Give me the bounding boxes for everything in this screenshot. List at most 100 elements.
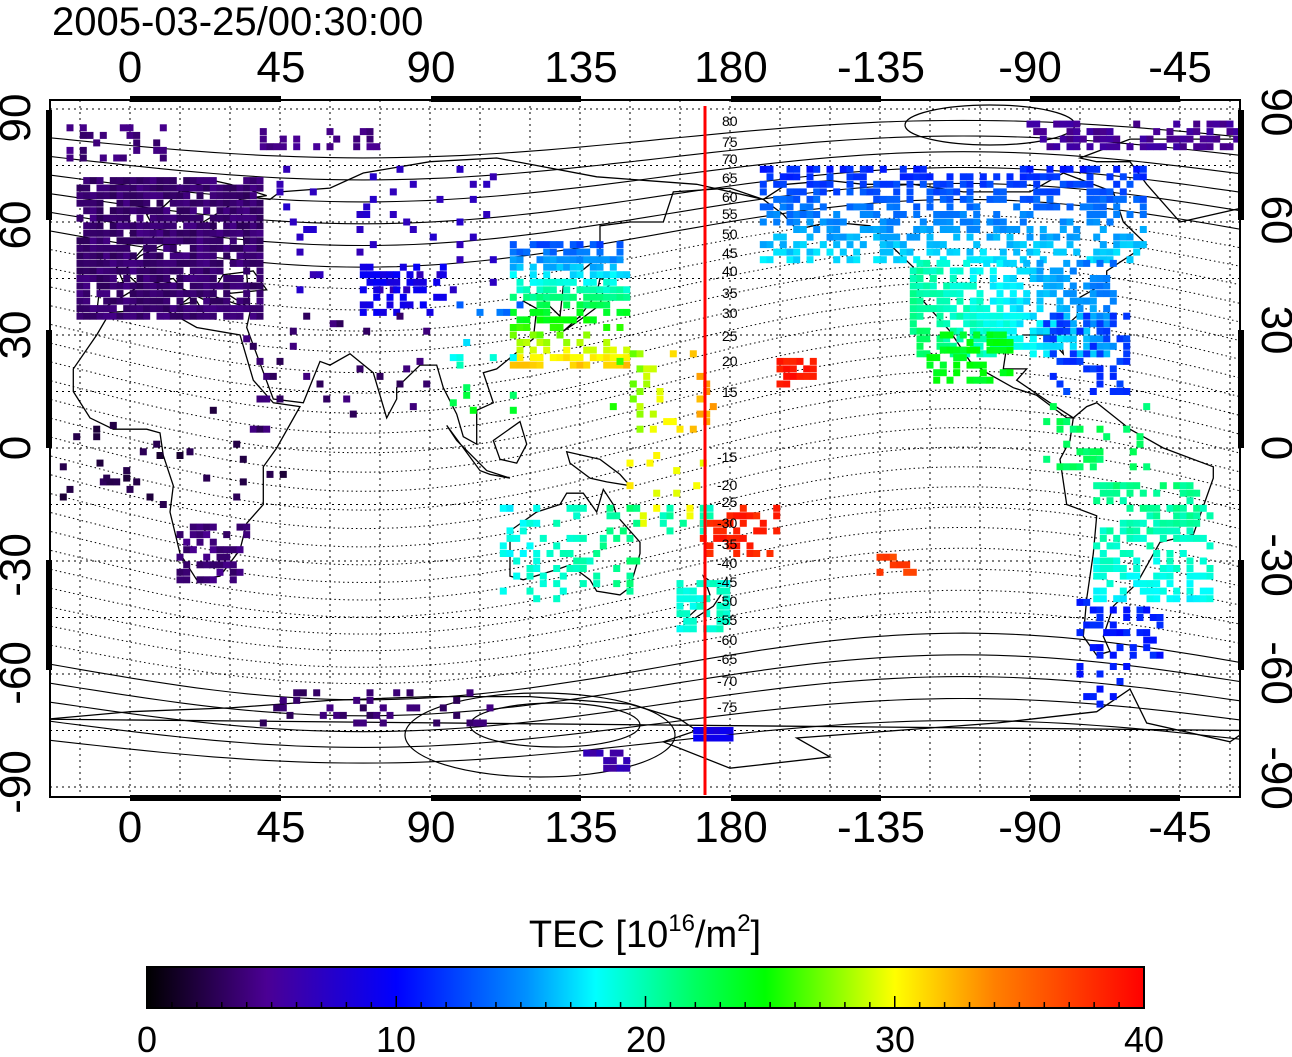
tec-cell [1206, 128, 1214, 136]
tec-cell [996, 312, 1004, 320]
tec-cell [196, 252, 204, 260]
tec-cell [276, 188, 284, 196]
tec-cell [109, 252, 117, 260]
tec-cell [643, 372, 651, 380]
tec-cell [1046, 241, 1054, 249]
tec-cell [873, 233, 881, 241]
tec-cell [996, 342, 1004, 350]
tec-cell [989, 327, 997, 335]
tec-cell [543, 308, 551, 316]
tec-cell [1003, 320, 1011, 328]
tec-cell [1089, 388, 1097, 395]
tec-cell [249, 342, 257, 350]
tec-cell [709, 403, 717, 411]
bottom-longitude-labels: 0 45 90 135 180 -135 -90 -45 [118, 803, 1212, 852]
tec-cell [406, 704, 414, 712]
tec-cell [789, 357, 797, 365]
tec-cell [966, 188, 974, 196]
tec-cell [143, 267, 151, 275]
tec-cell [103, 290, 111, 298]
tec-cell [149, 177, 157, 185]
tec-cell [996, 290, 1004, 298]
tec-cell [916, 327, 924, 335]
contour-line [50, 719, 1240, 764]
tec-cell [259, 719, 267, 727]
tec-cell [1166, 565, 1174, 572]
tec-cell [946, 188, 954, 196]
tec-cell [76, 192, 84, 200]
tec-cell [183, 237, 191, 245]
tec-cell [79, 131, 87, 139]
tec-cell [336, 320, 344, 328]
tec-cell [1139, 143, 1147, 151]
tec-cell [149, 229, 157, 237]
tec-cell [996, 305, 1004, 313]
tec-cell [499, 587, 507, 595]
tec-cell [966, 346, 974, 354]
tec-cell [189, 290, 197, 298]
tec-cell [906, 173, 914, 181]
contour-label: -60 [717, 632, 737, 648]
tec-cell [149, 297, 157, 305]
tec-cell [96, 184, 104, 192]
tec-cell [456, 218, 464, 226]
tec-cell [236, 192, 244, 200]
tec-cell [163, 229, 171, 237]
tec-cell [196, 523, 204, 531]
tec-cell [136, 192, 144, 200]
tec-cell [143, 244, 151, 252]
tec-cell [596, 256, 604, 264]
tec-cell [156, 290, 164, 298]
tec-cell [1043, 282, 1051, 290]
tec-cell [959, 354, 967, 362]
tec-cell [703, 418, 711, 426]
tec-cell [103, 252, 111, 260]
tec-cell [993, 218, 1001, 226]
tec-cell [1016, 342, 1024, 350]
tec-cell [259, 135, 267, 143]
tec-cell [393, 308, 401, 316]
tec-cell [583, 256, 591, 264]
tec-cell [103, 297, 111, 305]
tec-cell [1179, 143, 1187, 151]
tec-cell [543, 256, 551, 264]
tec-cell [233, 440, 241, 448]
tec-cell [169, 267, 177, 275]
tec-cell [169, 229, 177, 237]
tec-cell [1023, 312, 1031, 320]
tec-cell [689, 350, 697, 358]
tec-cell [866, 165, 874, 173]
tec-cell [926, 195, 934, 203]
tec-cell [853, 173, 861, 181]
tec-cell [553, 519, 561, 527]
tec-cell [196, 282, 204, 290]
tec-cell [83, 244, 91, 252]
tec-cell [96, 214, 104, 222]
tec-cell [1043, 320, 1051, 328]
tec-cell [96, 305, 104, 313]
tec-cell [939, 369, 947, 377]
tec-cell [83, 199, 91, 207]
tec-cell [716, 617, 724, 625]
tec-cell [273, 704, 281, 712]
tec-cell [759, 188, 767, 196]
tec-cell [876, 568, 884, 576]
tec-cell [1069, 282, 1077, 290]
tec-cell [1173, 565, 1181, 572]
tec-cell [963, 259, 971, 267]
tec-cell [279, 135, 287, 143]
tec-cell [203, 252, 211, 260]
tec-cell [933, 218, 941, 226]
tec-cell [89, 199, 97, 207]
tec-cell [616, 241, 624, 249]
tec-cell [1146, 542, 1154, 550]
tec-cell [129, 229, 137, 237]
tec-cell [1109, 663, 1117, 670]
tec-cell [603, 293, 611, 301]
tec-cell [156, 199, 164, 207]
tec-cell [1059, 165, 1067, 173]
tec-cell [833, 233, 841, 241]
tec-cell [703, 410, 711, 418]
tec-cell [256, 282, 264, 290]
